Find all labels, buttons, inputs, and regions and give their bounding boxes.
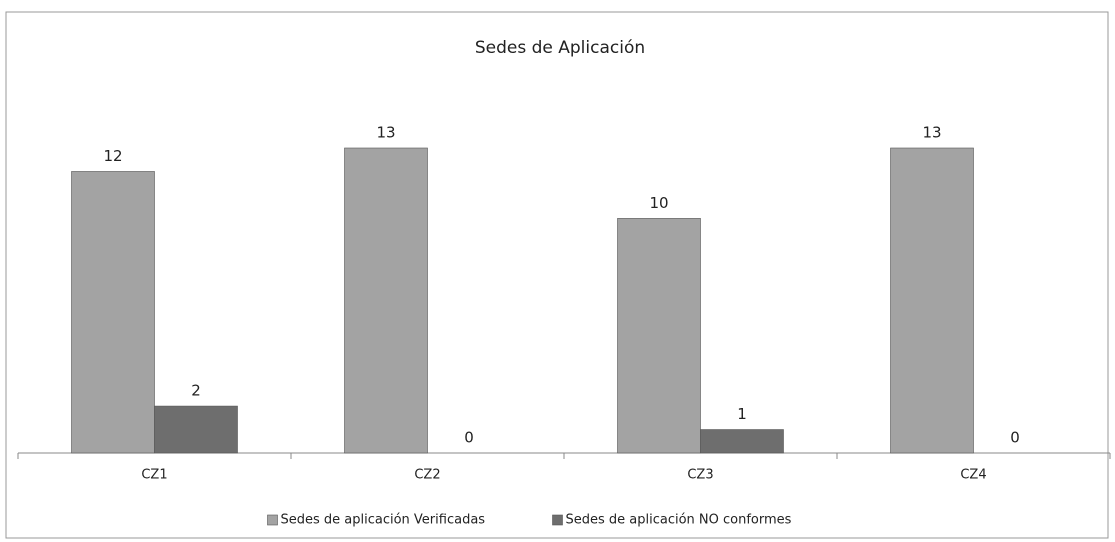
x-tick-label: CZ4 <box>960 468 986 483</box>
x-tick-label: CZ1 <box>141 468 167 483</box>
data-label: 1 <box>737 405 747 423</box>
legend-label: Sedes de aplicación NO conformes <box>566 513 792 528</box>
bar <box>890 147 974 454</box>
x-tick-label: CZ3 <box>687 468 713 483</box>
legend-label: Sedes de aplicación Verificadas <box>281 513 486 528</box>
x-tick-label: CZ2 <box>414 468 440 483</box>
data-label: 12 <box>103 147 122 165</box>
chart-title: Sedes de Aplicación <box>475 38 645 58</box>
legend-swatch <box>552 514 563 526</box>
data-label: 13 <box>922 124 941 142</box>
data-label: 0 <box>464 429 474 447</box>
bar <box>344 147 428 454</box>
data-label: 10 <box>649 194 668 212</box>
data-label: 13 <box>376 124 395 142</box>
bar <box>71 171 155 454</box>
data-label: 0 <box>1010 429 1020 447</box>
data-label: 2 <box>191 382 201 400</box>
bar <box>617 218 701 454</box>
bar <box>154 405 238 454</box>
bar <box>700 429 784 454</box>
legend-swatch <box>267 514 278 526</box>
